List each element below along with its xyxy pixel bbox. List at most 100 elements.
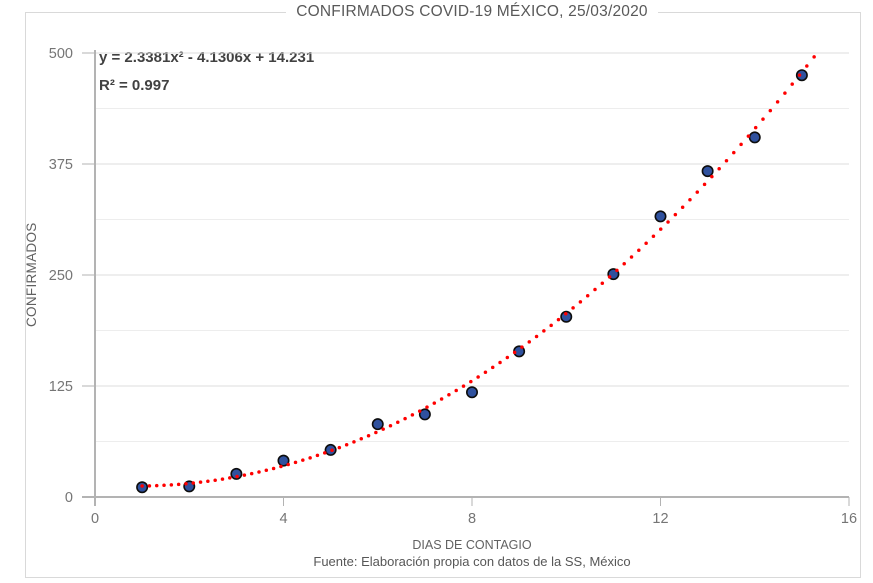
trendline-dot [439,397,444,401]
x-tick-label: 8 [468,511,476,527]
trendline-dot [432,401,437,405]
x-tick-label: 12 [652,511,668,527]
x-tick-label: 0 [91,511,99,527]
trendline-dot [454,388,458,393]
source-note: Fuente: Elaboración propia con datos de … [313,554,631,569]
trendline-dot [169,483,174,487]
y-tick-label: 500 [49,46,73,62]
trendline-dot [622,261,626,266]
data-point [560,310,573,323]
trendline-dot [257,470,261,474]
trendline-dot [410,413,415,417]
trendline-dot [374,430,378,435]
trendline-dot [571,306,575,310]
trendline-dot [768,108,773,113]
data-point [371,418,384,431]
trendline-dot [615,268,619,273]
data-point [465,386,478,399]
trendline-dot [330,448,334,453]
trendline-dot [695,190,700,194]
data-point [277,454,290,467]
x-tick-label: 4 [279,511,287,527]
trendline-dot [629,255,634,259]
trendline-dot [403,416,407,421]
trendline-dot [286,462,290,467]
trendline-dot [666,220,670,224]
x-tick-label: 16 [841,511,857,527]
trendline-dot [388,423,393,428]
trendline-dot [352,440,356,444]
trendline-dot [301,458,305,462]
trendline-dot [805,64,809,68]
data-point [701,165,714,178]
trendline-dot [359,437,364,441]
trendline-dot [534,334,539,339]
trendline-dot [812,55,816,59]
trendline-dot [249,471,254,476]
trendline-dot [564,312,568,316]
trendline-dot [761,117,765,121]
trendline-dot [461,384,466,388]
trendline-dot [717,166,721,171]
trendline-dot [308,456,312,460]
trendline-dot [775,100,780,104]
trendline-dot [658,227,663,231]
trendline-dot [607,275,612,279]
trendline-r-squared: R² = 0.997 [99,77,170,94]
trendline-dot [293,460,298,465]
trendline-dot [469,379,473,384]
y-tick-label: 250 [49,268,73,284]
data-point [748,131,761,144]
trendline-dot [228,476,232,480]
trendline-dot [790,82,794,86]
trendline-dot [264,468,269,473]
trendline-dot [337,445,342,450]
trendline-dot [783,91,787,95]
trendline-dot [396,420,400,424]
trendline-dot [176,482,181,487]
trendline-dot [702,182,707,187]
trendline-dot [366,433,371,438]
trendline-dot [315,453,320,458]
data-point [654,210,667,223]
trendline-dot [140,484,144,488]
trendline-dot [732,150,736,155]
y-tick-label: 125 [49,379,73,395]
trendline-dot [162,483,166,488]
data-point [795,69,808,82]
trendline-dot [600,281,605,285]
trendline-dot [242,473,247,477]
trendline-dot [425,405,429,409]
trendline-dot [549,323,553,328]
trendline-dot [381,427,385,431]
trendline-dot [542,329,546,333]
trendline-dot [191,481,196,485]
trendline-dot [213,478,217,482]
y-tick-label: 375 [49,157,73,173]
trendline-dot [490,365,495,370]
trendline-dot [206,479,210,483]
trendline-dot [739,142,743,147]
trendline-dot [235,474,239,479]
trendline-dot [498,360,502,365]
trendline-dot [673,212,678,217]
x-axis-title: DIAS DE CONTAGIO [412,538,532,552]
trendline-dot [710,174,714,179]
data-point [230,467,243,480]
trendline-dot [556,317,561,322]
trendline-dot [447,393,451,397]
trendline-dot [520,345,524,349]
trendline-dot [753,125,758,130]
trendline-dot [322,451,327,455]
trendline-dot [585,294,590,298]
trendline-dot [651,234,656,239]
trendline-dot [483,370,488,374]
trendline-dot [279,464,283,469]
trendline-dot [688,197,692,202]
y-tick-label: 0 [65,490,73,506]
trendline-dot [527,340,532,344]
trendline-dot [154,483,159,488]
data-point [418,408,431,421]
